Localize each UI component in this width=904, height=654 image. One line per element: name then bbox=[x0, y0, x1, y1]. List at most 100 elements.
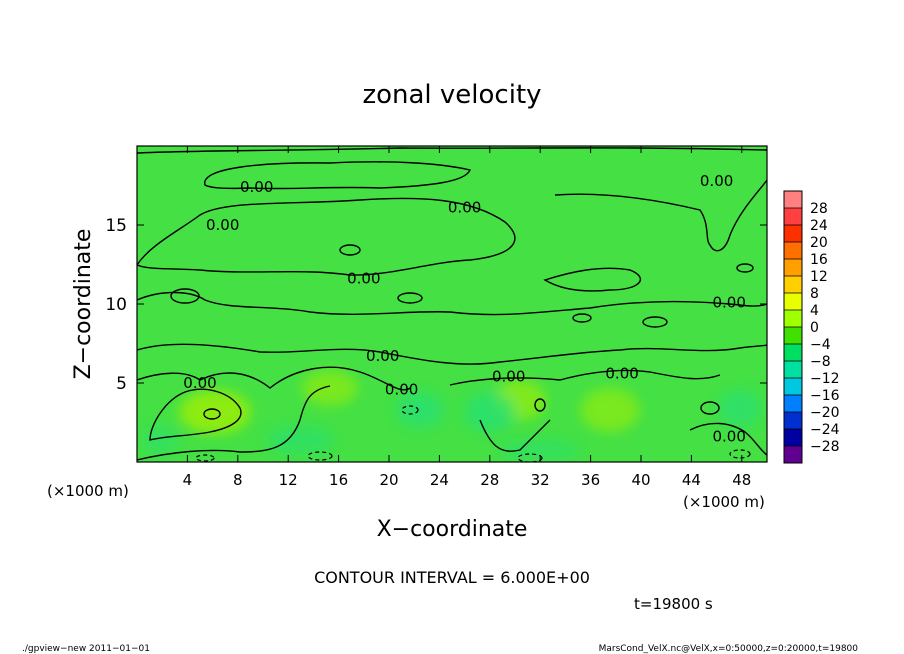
x-axis: 4 8 12 16 20 24 28 32 36 40 44 48 bbox=[183, 146, 751, 489]
colorbar-swatch bbox=[784, 293, 802, 311]
negative-contours bbox=[195, 405, 751, 462]
contour-label: 0.00 bbox=[700, 172, 733, 190]
colorbar-label: −8 bbox=[810, 354, 831, 370]
contour-line bbox=[689, 422, 767, 456]
contour-line bbox=[554, 179, 767, 252]
time-stamp: t=19800 s bbox=[634, 595, 713, 613]
colorbar-label: −28 bbox=[810, 439, 840, 455]
y-axis-label: Z−coordinate bbox=[71, 229, 96, 380]
colorbar-label: −12 bbox=[810, 371, 840, 387]
colorbar-label: 12 bbox=[810, 269, 828, 285]
y-tick-label: 5 bbox=[116, 374, 127, 394]
contour-line bbox=[137, 147, 767, 154]
footer-left: ./gpview−new 2011−01−01 bbox=[22, 644, 150, 654]
colorbar-swatch bbox=[784, 395, 802, 413]
contour-label: 0.00 bbox=[347, 270, 380, 288]
colorbar-swatch bbox=[784, 310, 802, 328]
contour-line bbox=[736, 263, 754, 273]
x-tick-label: 32 bbox=[531, 471, 550, 489]
contour-line bbox=[543, 267, 642, 292]
contour-line bbox=[195, 454, 215, 462]
contour-label: 0.00 bbox=[605, 365, 638, 383]
contour-line bbox=[534, 398, 546, 412]
y-axis: 5 10 15 bbox=[105, 216, 767, 394]
contour-line bbox=[137, 197, 516, 276]
x-tick-label: 36 bbox=[581, 471, 600, 489]
contour-line bbox=[517, 453, 543, 462]
contour-lines bbox=[137, 147, 767, 461]
x-units-left: (×1000 m) bbox=[47, 482, 129, 500]
contour-label: 0.00 bbox=[448, 199, 481, 217]
contour-line bbox=[401, 405, 419, 415]
x-tick-label: 12 bbox=[279, 471, 298, 489]
x-tick-label: 8 bbox=[233, 471, 243, 489]
y-tick-label: 15 bbox=[105, 216, 127, 236]
negative-patch bbox=[266, 426, 334, 454]
contour-label: 0.00 bbox=[366, 347, 399, 365]
negative-patch bbox=[396, 392, 444, 428]
x-tick-label: 24 bbox=[430, 471, 449, 489]
negative-patch bbox=[718, 390, 762, 426]
contour-label: 0.00 bbox=[492, 368, 525, 386]
colorbar-swatch bbox=[784, 259, 802, 277]
colorbar-label: 4 bbox=[810, 303, 819, 319]
colorbar-swatch bbox=[784, 208, 802, 226]
colorbar-swatch bbox=[784, 429, 802, 447]
positive-patch bbox=[179, 390, 251, 434]
colorbar-swatch bbox=[784, 327, 802, 345]
contour-label: 0.00 bbox=[712, 293, 745, 311]
x-tick-label: 48 bbox=[732, 471, 751, 489]
contour-line bbox=[170, 288, 200, 304]
colorbar-label: 20 bbox=[810, 235, 828, 251]
contour-line bbox=[137, 343, 767, 365]
colorbar-label: −24 bbox=[810, 422, 840, 438]
contour-label: 0.00 bbox=[206, 216, 239, 234]
x-units-right: (×1000 m) bbox=[683, 493, 765, 511]
colorbar-label: 16 bbox=[810, 252, 828, 268]
contour-line bbox=[137, 385, 331, 461]
contour-line bbox=[700, 401, 720, 415]
x-tick-label: 16 bbox=[329, 471, 348, 489]
colorbar-swatch bbox=[784, 361, 802, 379]
x-tick-label: 28 bbox=[480, 471, 499, 489]
contour-line bbox=[449, 369, 721, 386]
contour-line bbox=[729, 449, 751, 459]
footer-right: MarsCond_VelX.nc@VelX,x=0:50000,z=0:2000… bbox=[599, 644, 859, 654]
colorbar-swatch bbox=[784, 344, 802, 362]
contour-line bbox=[204, 161, 471, 190]
colorbar-swatch bbox=[784, 378, 802, 396]
colorbar-label: 0 bbox=[810, 320, 819, 336]
colorbar-swatch bbox=[784, 242, 802, 260]
x-tick-label: 44 bbox=[682, 471, 701, 489]
contour-line bbox=[397, 292, 423, 304]
contour-label: 0.00 bbox=[240, 178, 273, 196]
colorbar-swatch bbox=[784, 446, 802, 464]
contour-line bbox=[339, 244, 361, 256]
contour-line bbox=[479, 419, 551, 452]
colorbar-swatch bbox=[784, 225, 802, 243]
contour-line bbox=[137, 366, 411, 391]
x-axis-label: X−coordinate bbox=[377, 517, 528, 542]
contour-line bbox=[642, 316, 668, 328]
positive-patch bbox=[302, 370, 358, 406]
x-tick-label: 40 bbox=[631, 471, 650, 489]
colorbar-label: 8 bbox=[810, 286, 819, 302]
contour-interval: CONTOUR INTERVAL = 6.000E+00 bbox=[314, 568, 590, 587]
contour-line bbox=[307, 451, 333, 461]
contour-label: 0.00 bbox=[385, 380, 418, 398]
colorbar-swatch bbox=[784, 191, 802, 209]
colorbar-swatch bbox=[784, 276, 802, 294]
contour-label: 0.00 bbox=[183, 374, 216, 392]
negative-patch bbox=[142, 426, 178, 454]
x-tick-label: 20 bbox=[379, 471, 398, 489]
field-shading bbox=[142, 370, 762, 460]
chart-title: zonal velocity bbox=[362, 80, 541, 110]
y-tick-label: 10 bbox=[105, 295, 127, 315]
contour-line bbox=[137, 291, 767, 316]
colorbar-swatch bbox=[784, 412, 802, 430]
contour-label: 0.00 bbox=[712, 428, 745, 446]
negative-patch bbox=[464, 392, 516, 432]
contour-line bbox=[149, 388, 242, 441]
